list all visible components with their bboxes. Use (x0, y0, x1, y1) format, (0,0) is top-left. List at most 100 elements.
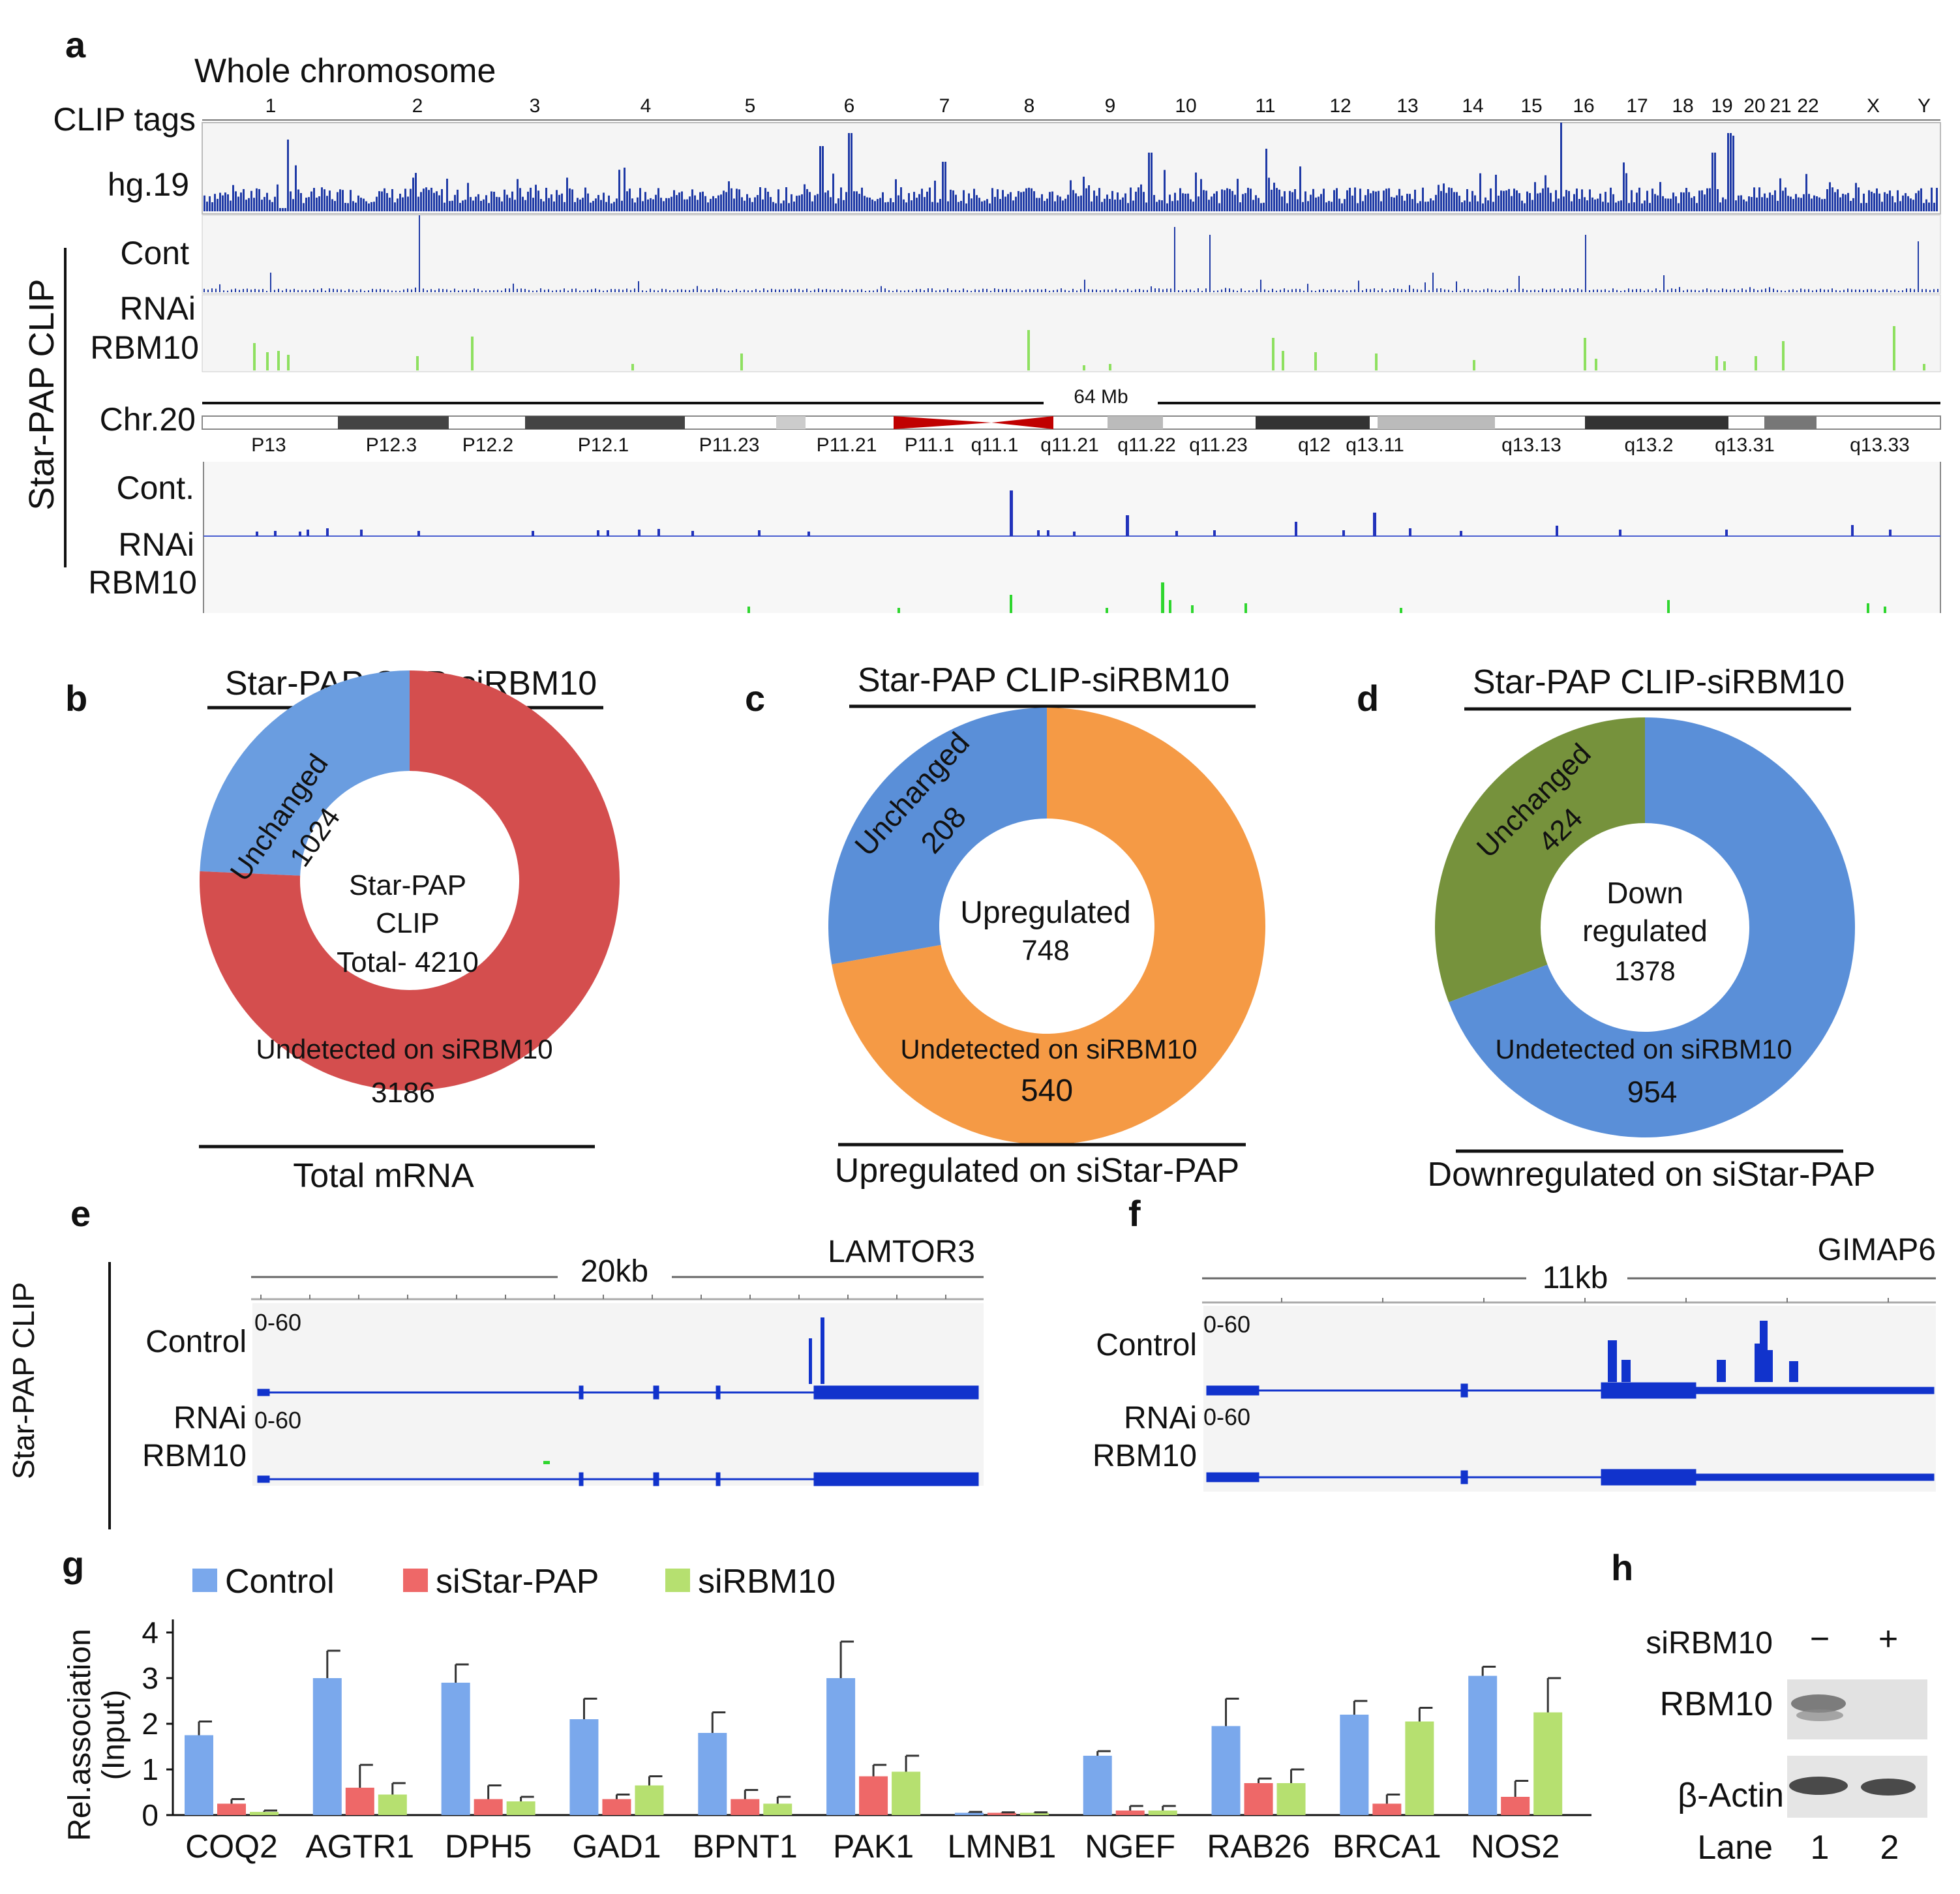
track-label-rnai: RNAi (1124, 1401, 1197, 1436)
donut-bottom-label: Upregulated on siStar-PAP (835, 1152, 1239, 1190)
chromosome-label: 4 (641, 95, 652, 117)
row-label-rbm10: RBM10 (90, 329, 199, 366)
category-label: BPNT1 (693, 1828, 798, 1865)
track-label-control: Control (1096, 1328, 1197, 1362)
category-label: PAK1 (833, 1828, 914, 1865)
panel-label-f: f (1128, 1193, 1141, 1234)
bar (954, 1812, 984, 1815)
band-label: P13 (251, 434, 286, 456)
lane2-plus: + (1878, 1620, 1898, 1658)
center-line-1: Down (1606, 876, 1683, 910)
donut-chart-b: Star-PAP CLIP-siRBM10 Unchanged 1024 Sta… (199, 665, 620, 1195)
chromosome-label: 17 (1626, 95, 1648, 117)
chromosome-label: 16 (1573, 95, 1594, 117)
chromosome-label: 6 (844, 95, 855, 117)
chromosome-label: 21 (1770, 95, 1791, 117)
panel-f: f GIMAP6 11kb Control 0-60 RNAi 0-60 RBM… (1093, 1193, 1936, 1492)
chr20-size-label: 64 Mb (1074, 386, 1128, 408)
band-label: q11.1 (971, 434, 1019, 456)
lane-number-2: 2 (1880, 1829, 1899, 1867)
donut-segment-undetected (200, 670, 620, 1090)
segment-label-undetected: Undetected on siRBM10 (1495, 1034, 1792, 1064)
range-label-control: 0-60 (1203, 1311, 1250, 1338)
band-label: P12.2 (462, 434, 513, 456)
category-label: RAB26 (1207, 1828, 1310, 1865)
track-label-rnai: RNAi (173, 1401, 247, 1436)
range-label-rnai: 0-60 (254, 1407, 301, 1434)
ideogram-bands (338, 416, 1817, 429)
center-line-2: CLIP (376, 907, 440, 939)
category-label: NOS2 (1471, 1828, 1560, 1865)
band-label: q12 (1298, 434, 1331, 456)
bar (763, 1803, 792, 1815)
chr20-tracks (204, 462, 1940, 613)
bar (1019, 1812, 1049, 1815)
bar (217, 1803, 246, 1815)
ruler-ticks (1281, 1298, 1889, 1302)
chromosome-label: 19 (1711, 95, 1732, 117)
donut-title: Star-PAP CLIP-siRBM10 (1473, 663, 1845, 701)
chromosome-label: 3 (530, 95, 541, 117)
chromosome-label: 2 (412, 95, 423, 117)
legend-swatch (665, 1569, 690, 1592)
bar (250, 1812, 279, 1815)
chromosome-label: 9 (1105, 95, 1116, 117)
row-label-cont2: Cont. (116, 470, 194, 506)
band-label: P11.1 (905, 434, 954, 456)
chromosome-label: Y (1918, 95, 1931, 117)
blot-label-actin: β-Actin (1678, 1777, 1784, 1814)
actin-band-lane1 (1789, 1777, 1848, 1795)
row-label-cont: Cont (120, 235, 189, 271)
gene-model-e (257, 1385, 979, 1486)
bar (731, 1799, 760, 1815)
band-label: q11.21 (1040, 434, 1099, 456)
bar (185, 1735, 213, 1815)
blot-label-rbm10: RBM10 (1660, 1685, 1773, 1723)
chromosome-ruler: 1 2 3 4 5 6 7 8 9 10 11 12 13 14 15 16 17 18 19 20 21 22 X Y (202, 95, 1940, 121)
category-label: GAD1 (572, 1828, 661, 1865)
gene-name-lamtor3: LAMTOR3 (828, 1235, 975, 1269)
y-tick-label: 1 (142, 1752, 158, 1786)
band-label: q13.31 (1715, 434, 1775, 456)
row-label-rnai2: RNAi (118, 526, 194, 563)
band-label: P12.1 (578, 434, 629, 456)
chromosome-label: 7 (939, 95, 950, 117)
legend-swatch (403, 1569, 428, 1592)
donut-segment-unchanged (1435, 717, 1645, 1002)
bar (698, 1733, 727, 1815)
bar (345, 1788, 374, 1815)
bar (506, 1801, 535, 1815)
segment-label-undetected: Undetected on siRBM10 (900, 1034, 1197, 1064)
donut-segment-undetected (832, 708, 1265, 1145)
bar (635, 1785, 664, 1815)
bar (602, 1799, 631, 1815)
row-label-rnai: RNAi (119, 290, 196, 327)
panel-label-a: a (65, 24, 86, 65)
legend-swatch (192, 1569, 217, 1592)
track-area (1203, 1306, 1936, 1492)
chromosome-label: X (1867, 95, 1880, 117)
rbm10-peak (543, 1461, 550, 1464)
track-label-rbm10: RBM10 (142, 1439, 247, 1473)
donut-bottom-label: Downregulated on siStar-PAP (1428, 1156, 1876, 1194)
bar (1276, 1783, 1306, 1815)
band-label: q11.23 (1189, 434, 1248, 456)
track-label-control: Control (145, 1325, 247, 1359)
bar (1083, 1756, 1112, 1815)
donut-segment-unchanged (828, 707, 1047, 965)
y-tick-label: 0 (142, 1798, 158, 1832)
gene-model-f (1206, 1382, 1935, 1486)
hg19-signal (204, 123, 1938, 211)
range-label-control: 0-60 (254, 1309, 301, 1336)
rbm10-track (202, 294, 1941, 372)
segment-value-undetected: 954 (1627, 1075, 1678, 1109)
bar (826, 1678, 856, 1815)
chromosome-label: 5 (745, 95, 756, 117)
y-axis-label-2: (Input) (97, 1690, 131, 1781)
chromosome-label: 1 (265, 95, 277, 117)
chart-legend: Control siStar-PAP siRBM10 (192, 1563, 836, 1601)
row-label-hg19: hg.19 (108, 166, 189, 203)
y-tick-label: 2 (142, 1707, 158, 1741)
bar (1115, 1811, 1145, 1815)
category-label: BRCA1 (1333, 1828, 1441, 1865)
